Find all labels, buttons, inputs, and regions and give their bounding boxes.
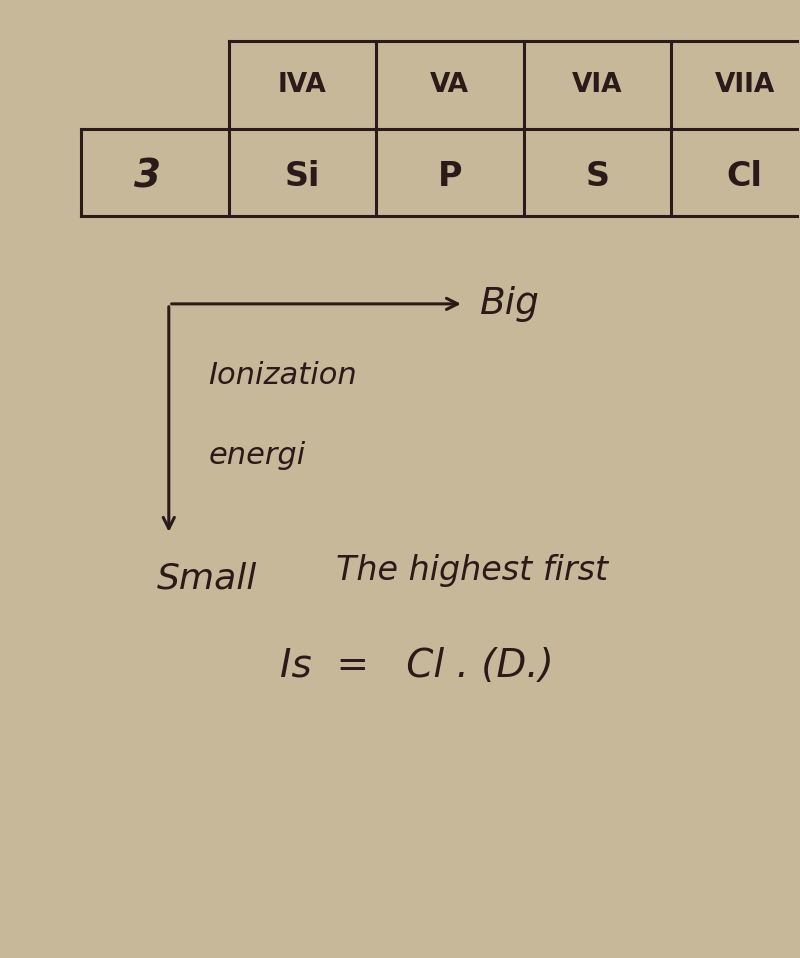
Text: P: P xyxy=(438,160,462,194)
Text: Big: Big xyxy=(480,285,539,322)
Text: S: S xyxy=(586,160,610,194)
Text: energi: energi xyxy=(209,441,306,469)
Text: Small: Small xyxy=(157,561,257,596)
Text: Cl: Cl xyxy=(727,160,762,194)
Text: Ionization: Ionization xyxy=(209,361,358,390)
Text: IVA: IVA xyxy=(278,72,326,98)
Text: 3: 3 xyxy=(134,158,161,195)
Text: VIA: VIA xyxy=(572,72,622,98)
Text: The highest first: The highest first xyxy=(336,554,608,587)
Text: VIIA: VIIA xyxy=(714,72,775,98)
Text: VA: VA xyxy=(430,72,470,98)
Text: Si: Si xyxy=(285,160,320,194)
Text: Is  =   Cl . (D.): Is = Cl . (D.) xyxy=(281,647,554,685)
